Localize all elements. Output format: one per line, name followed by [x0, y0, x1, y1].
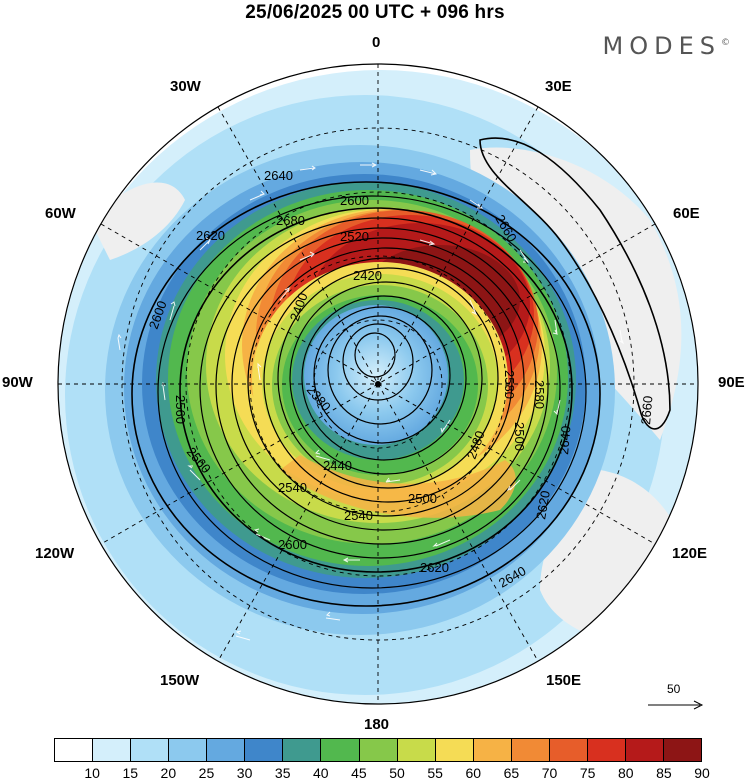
colorbar-tick-label: 60 — [465, 765, 482, 781]
colorbar-tick-label: 75 — [579, 765, 596, 781]
colorbar-swatch — [549, 739, 588, 761]
contour-label: 2560 — [173, 395, 188, 424]
lon-label-150e: 150E — [546, 672, 582, 689]
wind-scale: 50 — [645, 682, 707, 712]
contour-label: 2620 — [196, 228, 225, 243]
graticule — [57, 63, 699, 705]
colorbar-tick-label: 35 — [274, 765, 291, 781]
colorbar-ticks: 10 15 20 25 30 35 40 45 50 55 60 65 70 75 80 85 90 — [54, 765, 709, 781]
map-disc — [58, 64, 698, 704]
contour-label: 2420 — [353, 268, 382, 283]
colorbar-tick-label: 30 — [236, 765, 253, 781]
colorbar-swatch — [55, 739, 94, 761]
colorbar-swatch — [435, 739, 474, 761]
pole-marker — [375, 381, 381, 387]
colorbar-tick-label: 55 — [427, 765, 443, 781]
contour-label: 2520 — [340, 229, 369, 244]
colorbar-swatch — [283, 739, 322, 761]
lon-label-60w: 60W — [45, 205, 76, 222]
contour-label: 2640 — [264, 168, 293, 183]
brand-logo: MODES© — [603, 32, 730, 60]
colorbar-swatch — [511, 739, 550, 761]
colorbar-tick-label: 40 — [313, 765, 329, 781]
lon-label-120w: 120W — [35, 545, 75, 562]
contour-label: 2640 — [556, 425, 573, 455]
wind-scale-value: 50 — [667, 682, 681, 696]
colorbar-swatch — [359, 739, 398, 761]
colorbar-swatch — [321, 739, 360, 761]
colorbar-tick-label: 25 — [198, 765, 215, 781]
colorbar-swatch — [397, 739, 436, 761]
colorbar-swatch — [664, 739, 702, 761]
lon-label-150w: 150W — [160, 672, 200, 689]
contour-label: 2580 — [532, 380, 547, 409]
brand-mark: © — [721, 38, 730, 48]
wind-scale-arrow — [648, 700, 704, 710]
colorbar-swatch — [245, 739, 284, 761]
contour-2660-ridge — [479, 137, 671, 430]
colorbar-tick-label: 10 — [84, 765, 100, 781]
colorbar-tick-label: 85 — [656, 765, 672, 781]
colorbar-tick-label: 45 — [351, 765, 367, 781]
contour-label: 2500 — [408, 491, 437, 506]
colorbar-swatch — [473, 739, 512, 761]
colorbar-tick-label: 90 — [694, 765, 710, 781]
contour-label: 2660 — [638, 395, 655, 425]
lon-label-60e: 60E — [673, 205, 700, 222]
contour-label: 2620 — [533, 489, 553, 520]
colorbar-tick-label: 15 — [122, 765, 139, 781]
lon-label-90w: 90W — [2, 374, 33, 391]
lon-label-90e: 90E — [718, 374, 745, 391]
map-title: 25/06/2025 00 UTC + 096 hrs — [245, 2, 505, 23]
colorbar-swatch — [587, 739, 626, 761]
contour-label: 2600 — [278, 537, 307, 552]
contour-label: 2620 — [420, 560, 449, 575]
colorbar-tick-label: 20 — [160, 765, 177, 781]
lon-label-180: 180 — [364, 716, 390, 733]
colorbar-swatch — [131, 739, 170, 761]
colorbar-tick-label: 70 — [541, 765, 558, 781]
contour-label: 2680 — [276, 213, 305, 228]
contour-label: 2540 — [344, 508, 373, 523]
colorbar-swatch — [207, 739, 246, 761]
brand-name: MODES — [602, 32, 721, 60]
contour-label: 2600 — [340, 193, 369, 208]
contour-label: 2540 — [278, 480, 307, 495]
colorbar-swatch — [169, 739, 208, 761]
contour-label: 2440 — [323, 458, 352, 473]
lon-label-120e: 120E — [672, 545, 708, 562]
contour-label: 2500 — [512, 422, 527, 451]
height-contours — [131, 137, 671, 607]
contour-label: 2580 — [502, 370, 517, 399]
colorbar-swatch — [93, 739, 132, 761]
lon-label-30w: 30W — [170, 78, 201, 95]
colorbar — [54, 738, 702, 762]
colorbar-tick-label: 80 — [617, 765, 634, 781]
colorbar-tick-label: 65 — [503, 765, 520, 781]
wind-vectors — [117, 162, 624, 641]
lon-label-30e: 30E — [545, 78, 572, 95]
colorbar-tick-label: 50 — [389, 765, 405, 781]
colorbar-swatch — [625, 739, 664, 761]
lon-label-0: 0 — [372, 34, 381, 51]
